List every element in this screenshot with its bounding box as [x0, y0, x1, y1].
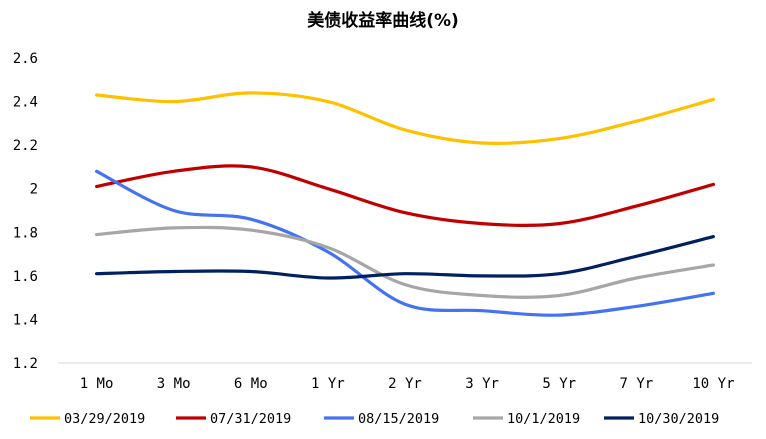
y-tick-label: 1.4	[13, 312, 38, 328]
y-axis: 1.2 1.4 1.6 1.8 2 2.2 2.4 2.6	[13, 51, 38, 372]
legend-item: 10/30/2019	[604, 411, 719, 427]
y-tick-label: 1.6	[13, 269, 38, 285]
y-tick-label: 2.4	[13, 95, 38, 111]
series-line-3	[95, 169, 715, 317]
y-tick-label: 1.8	[13, 225, 38, 241]
y-tick-label: 2	[30, 182, 38, 198]
legend-label: 10/1/2019	[507, 411, 580, 427]
legend-item: 10/1/2019	[473, 411, 580, 427]
x-tick-label: 3 Yr	[465, 376, 499, 392]
x-tick-label: 10 Yr	[692, 376, 734, 392]
series-line-5	[95, 235, 715, 280]
legend-label: 03/29/2019	[64, 411, 145, 427]
series-layer	[95, 91, 715, 317]
chart-title: 美债收益率曲线(%)	[307, 10, 459, 31]
legend-label: 10/30/2019	[638, 411, 719, 427]
y-tick-label: 2.6	[13, 51, 38, 67]
legend-label: 07/31/2019	[210, 411, 291, 427]
x-tick-label: 6 Mo	[234, 376, 268, 392]
x-tick-label: 3 Mo	[157, 376, 191, 392]
series-line-2	[95, 164, 715, 227]
x-tick-label: 5 Yr	[542, 376, 576, 392]
legend: 03/29/2019 07/31/2019 08/15/2019 10/1/2019 1…	[30, 411, 719, 427]
legend-item: 08/15/2019	[324, 411, 439, 427]
legend-item: 07/31/2019	[176, 411, 291, 427]
legend-item: 03/29/2019	[30, 411, 145, 427]
legend-label: 08/15/2019	[358, 411, 439, 427]
x-tick-label: 1 Yr	[311, 376, 345, 392]
series-line-4	[95, 225, 715, 299]
x-tick-label: 2 Yr	[388, 376, 422, 392]
y-tick-label: 2.2	[13, 138, 38, 154]
series-line-1	[95, 91, 715, 146]
x-tick-label: 1 Mo	[80, 376, 114, 392]
x-tick-label: 7 Yr	[619, 376, 653, 392]
y-tick-label: 1.2	[13, 356, 38, 372]
x-axis: 1 Mo 3 Mo 6 Mo 1 Yr 2 Yr 3 Yr 5 Yr 7 Yr 10 Yr	[58, 362, 752, 392]
